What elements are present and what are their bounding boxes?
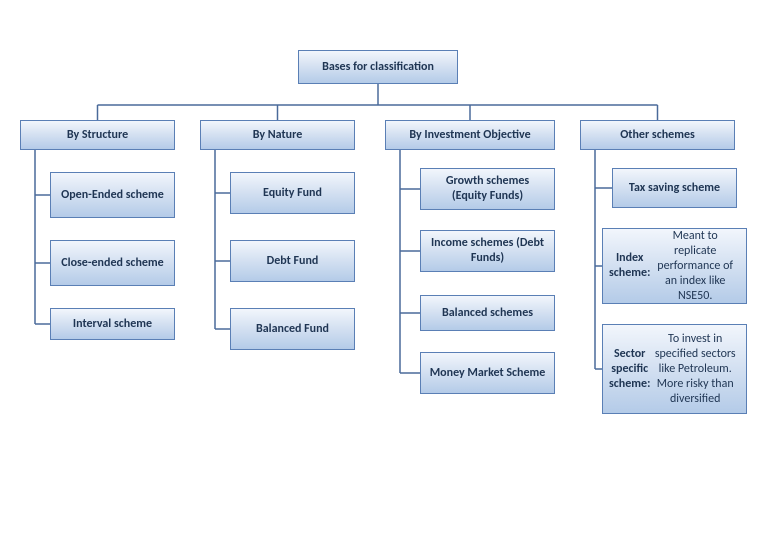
- branch-node-0: By Structure: [20, 120, 175, 150]
- child-node-1-1: Debt Fund: [230, 240, 355, 282]
- child-node-0-1: Close-ended scheme: [50, 240, 175, 286]
- root-node: Bases for classification: [298, 50, 458, 84]
- child-node-1-0: Equity Fund: [230, 172, 355, 214]
- branch-node-2: By Investment Objective: [385, 120, 555, 150]
- child-node-1-2: Balanced Fund: [230, 308, 355, 350]
- child-node-2-0: Growth schemes (Equity Funds): [420, 168, 555, 210]
- child-node-0-2: Interval scheme: [50, 308, 175, 340]
- child-node-3-1: Index scheme: Meant to replicate perform…: [602, 228, 747, 304]
- child-node-2-3: Money Market Scheme: [420, 352, 555, 394]
- child-node-0-0: Open-Ended scheme: [50, 172, 175, 218]
- child-node-2-1: Income schemes (Debt Funds): [420, 230, 555, 272]
- branch-node-3: Other schemes: [580, 120, 735, 150]
- branch-node-1: By Nature: [200, 120, 355, 150]
- child-node-2-2: Balanced schemes: [420, 295, 555, 331]
- child-node-3-0: Tax saving scheme: [612, 168, 737, 208]
- child-node-3-2: Sector specific scheme: To invest in spe…: [602, 324, 747, 414]
